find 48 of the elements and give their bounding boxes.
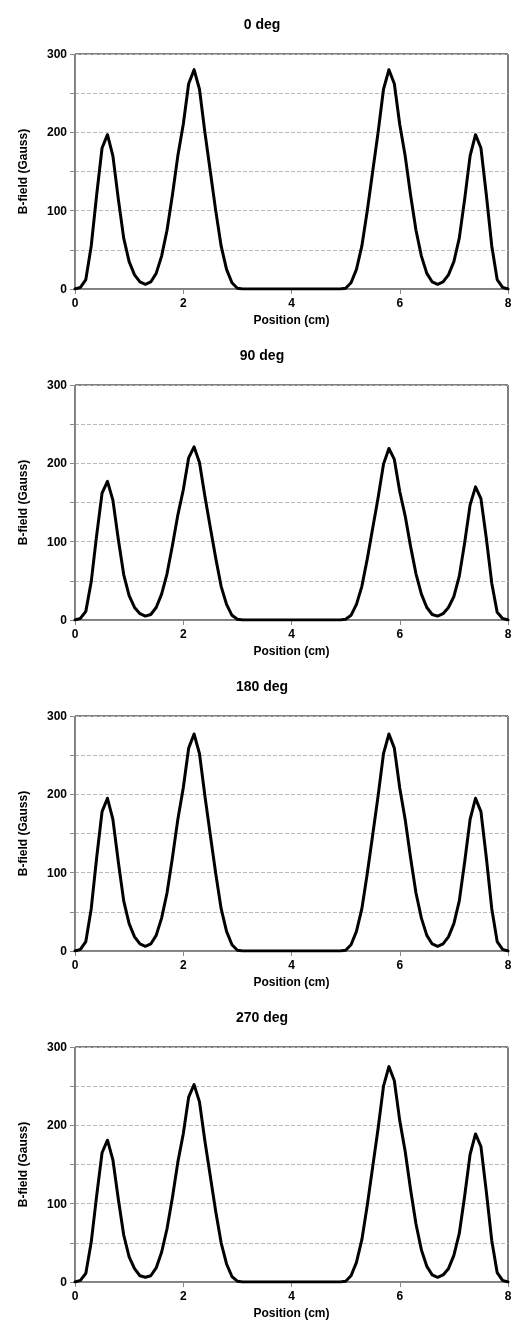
chart-title: 270 deg [235,1009,289,1025]
y-tick-label: 300 [46,378,68,392]
chart-title: 180 deg [235,678,289,694]
x-tick-label: 6 [396,1289,404,1303]
x-tick-label: 0 [71,1289,79,1303]
x-tick-label: 4 [288,627,296,641]
y-axis-title: B-field (Gauss) [16,790,30,877]
y-tick-label: 0 [60,282,68,296]
y-tick-label: 100 [46,203,68,218]
y-tick-label: 0 [60,944,68,958]
x-axis-title: Position (cm) [253,974,330,989]
x-tick-label: 6 [396,296,404,310]
y-tick-label: 300 [46,1040,68,1054]
y-tick-label: 200 [46,456,68,471]
x-tick-label: 2 [179,627,187,641]
chart-title: 90 deg [239,347,285,363]
y-tick-label: 100 [46,865,68,880]
y-tick-label: 200 [46,787,68,802]
x-tick-label: 8 [504,958,512,972]
y-tick-label: 200 [46,1118,68,1133]
y-tick-label: 0 [60,613,68,627]
x-axis-title: Position (cm) [253,1305,330,1320]
x-tick-label: 0 [71,296,79,310]
y-tick-label: 100 [46,534,68,549]
y-tick-label: 200 [46,125,68,140]
y-axis-title: B-field (Gauss) [16,459,30,546]
x-tick-label: 8 [504,627,512,641]
x-tick-label: 2 [179,1289,187,1303]
y-tick-label: 0 [60,1275,68,1289]
x-tick-label: 4 [288,1289,296,1303]
y-axis-title: B-field (Gauss) [16,128,30,215]
x-tick-label: 0 [71,627,79,641]
x-tick-label: 0 [71,958,79,972]
x-tick-label: 2 [179,958,187,972]
x-tick-label: 4 [288,958,296,972]
chart-title: 0 deg [243,16,281,32]
y-axis-title: B-field (Gauss) [16,1121,30,1208]
y-tick-label: 300 [46,47,68,61]
x-tick-label: 4 [288,296,296,310]
x-tick-label: 8 [504,296,512,310]
y-tick-label: 300 [46,709,68,723]
x-axis-title: Position (cm) [253,643,330,658]
x-tick-label: 2 [179,296,187,310]
y-tick-label: 100 [46,1196,68,1211]
x-tick-label: 6 [396,627,404,641]
x-tick-label: 8 [504,1289,512,1303]
x-axis-title: Position (cm) [253,312,330,327]
x-tick-label: 6 [396,958,404,972]
